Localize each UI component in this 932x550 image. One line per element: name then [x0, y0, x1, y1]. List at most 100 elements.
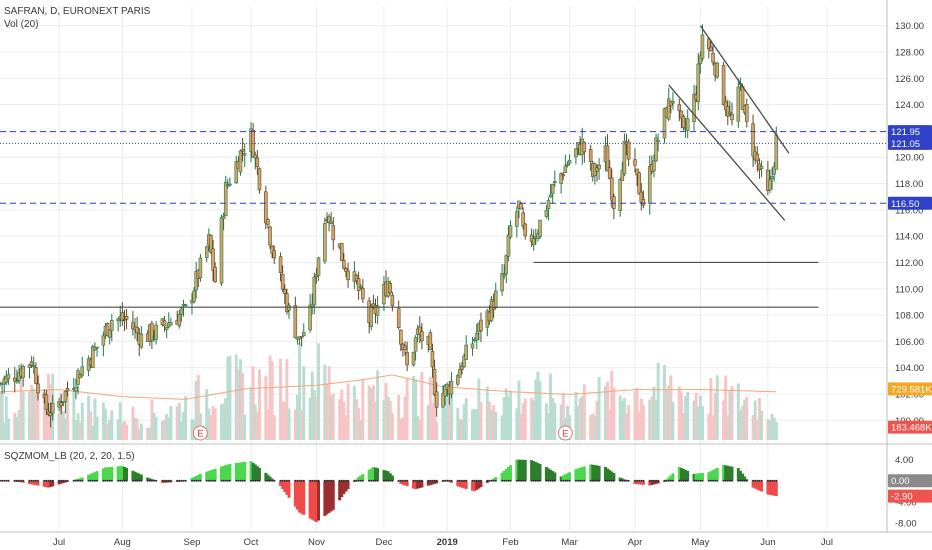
squeeze-dot [684, 479, 687, 482]
volume-bar [211, 406, 215, 440]
volume-bar [369, 388, 373, 440]
trend-layer [668, 25, 790, 221]
volume-bar [239, 359, 242, 440]
squeeze-dot [104, 479, 107, 482]
volume-bar [131, 406, 135, 440]
candle-body [150, 323, 154, 341]
momentum-bar [47, 480, 50, 488]
candle-body [531, 238, 536, 246]
momentum-bar [283, 480, 287, 492]
volume-bar [165, 413, 169, 440]
volume-bar [179, 421, 183, 440]
momentum-bar [108, 467, 112, 481]
momentum-bar [310, 480, 314, 520]
squeeze-dot [167, 479, 170, 482]
volume-bar [494, 411, 498, 440]
volume-bar [671, 401, 675, 440]
candle-body [34, 367, 38, 384]
momentum-bar [226, 464, 230, 481]
squeeze-dot [178, 479, 181, 482]
candle-body [253, 154, 258, 159]
volume-bar [447, 399, 451, 440]
momentum-bar [266, 474, 270, 481]
candle-body [44, 394, 49, 411]
volume-bar [388, 400, 392, 440]
candle-body [183, 304, 188, 307]
candle-body [744, 104, 749, 122]
squeeze-dot [106, 479, 109, 482]
squeeze-dot [302, 479, 305, 482]
squeeze-dot [517, 479, 520, 482]
volume-bar [325, 383, 329, 440]
candle-body [329, 221, 333, 224]
momentum-bar [340, 480, 344, 498]
candle-body [550, 184, 555, 194]
volume-bar [578, 398, 582, 440]
time-tick-label: Mar [561, 537, 577, 548]
candle-body [715, 62, 720, 78]
momentum-bar [209, 470, 213, 481]
squeeze-dot [560, 479, 563, 482]
candle-body [751, 123, 755, 157]
squeeze-dot [693, 479, 696, 482]
squeeze-dot [621, 479, 624, 482]
candle-body [504, 255, 509, 275]
level-tag-box [888, 136, 932, 150]
momentum-bar [51, 480, 55, 487]
candle-body [15, 380, 19, 383]
squeeze-dot [726, 479, 729, 482]
candle-body [209, 235, 213, 253]
candle-body [388, 283, 393, 293]
squeeze-dot [60, 479, 63, 482]
volume-bar [741, 406, 745, 440]
momentum-bar [211, 469, 215, 481]
indicator-tick-label: -8.00 [895, 519, 917, 530]
candle-body [458, 369, 462, 378]
momentum-bar [603, 466, 607, 481]
momentum-bar [519, 459, 523, 481]
squeeze-dot [235, 479, 238, 482]
candle-body [339, 242, 344, 262]
squeeze-dot [595, 479, 598, 482]
squeeze-dot [391, 479, 394, 482]
candle-body [449, 380, 454, 395]
volume-bar [374, 401, 377, 440]
squeeze-dot [36, 479, 39, 482]
volume-bar [679, 392, 683, 440]
candle-body [50, 403, 55, 414]
squeeze-dot [536, 479, 539, 482]
candle-body [221, 216, 226, 219]
momentum-bar [741, 473, 745, 481]
momentum-bar [198, 473, 202, 481]
volume-bar [479, 401, 483, 440]
momentum-bar [770, 480, 774, 496]
squeeze-dot [271, 479, 274, 482]
momentum-bar [224, 465, 228, 481]
volume-bar [650, 396, 654, 440]
momentum-bar [279, 480, 283, 487]
squeeze-dot [91, 479, 94, 482]
candle-body [622, 140, 627, 175]
momentum-bar [565, 473, 569, 481]
volume-bar [509, 390, 512, 440]
candle-body [679, 110, 684, 119]
candle-body [736, 86, 741, 122]
squeeze-dot [250, 479, 253, 482]
volume-bar [209, 414, 213, 440]
squeeze-dot [532, 479, 535, 482]
candle-body [696, 63, 701, 102]
squeeze-dot [446, 479, 449, 482]
candle-body [242, 153, 247, 156]
squeeze-dot [756, 479, 759, 482]
volume-tag-box [888, 420, 932, 434]
squeeze-dot [226, 479, 229, 482]
volume-bar [612, 387, 616, 440]
volume-bar [430, 403, 434, 440]
volume-bar [302, 366, 306, 440]
squeeze-dot [81, 479, 84, 482]
squeeze-dot [450, 479, 453, 482]
volume-bar [620, 400, 624, 440]
squeeze-dot [503, 479, 506, 482]
momentum-bar [57, 480, 61, 485]
